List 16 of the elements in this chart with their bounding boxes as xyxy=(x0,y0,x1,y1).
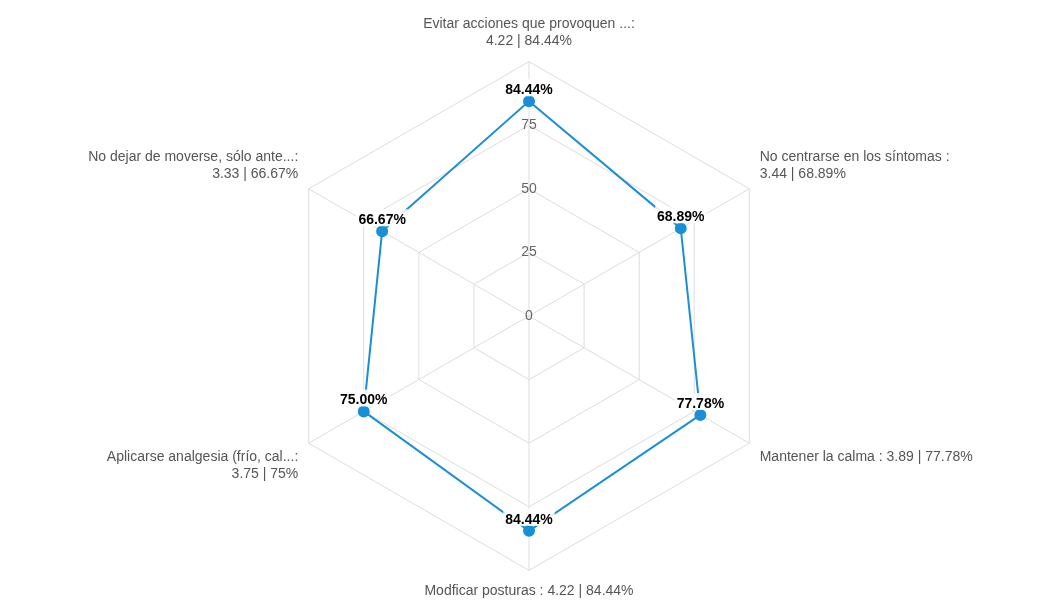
data-label: 66.67% xyxy=(358,211,407,228)
y-tick-label: 25 xyxy=(521,243,537,260)
spoke-label: Modficar posturas : 4.22 | 84.44% xyxy=(424,581,634,598)
data-label: 77.78% xyxy=(676,394,725,411)
spoke-label: No centrarse en los síntomas : 3.44 | 68.89% xyxy=(759,148,950,182)
y-tick-label: 50 xyxy=(521,179,537,196)
y-tick-label: 0 xyxy=(525,306,534,323)
y-tick-label: 75 xyxy=(521,116,537,133)
data-label: 84.44% xyxy=(505,510,554,527)
spoke-label: Aplicarse analgesia (frío, cal...: 3.75 | 75% xyxy=(106,448,299,482)
spoke-label: No dejar de moverse, sólo ante...: 3.33 | 66.67% xyxy=(88,148,299,182)
data-label: 84.44% xyxy=(505,81,554,98)
spoke-label: Evitar acciones que provoquen ...: 4.22 | 84.44% xyxy=(423,15,635,49)
data-label: 75.00% xyxy=(340,391,389,408)
spoke-label: Mantener la calma : 3.89 | 77.78% xyxy=(759,448,973,465)
data-label: 68.89% xyxy=(657,208,706,225)
